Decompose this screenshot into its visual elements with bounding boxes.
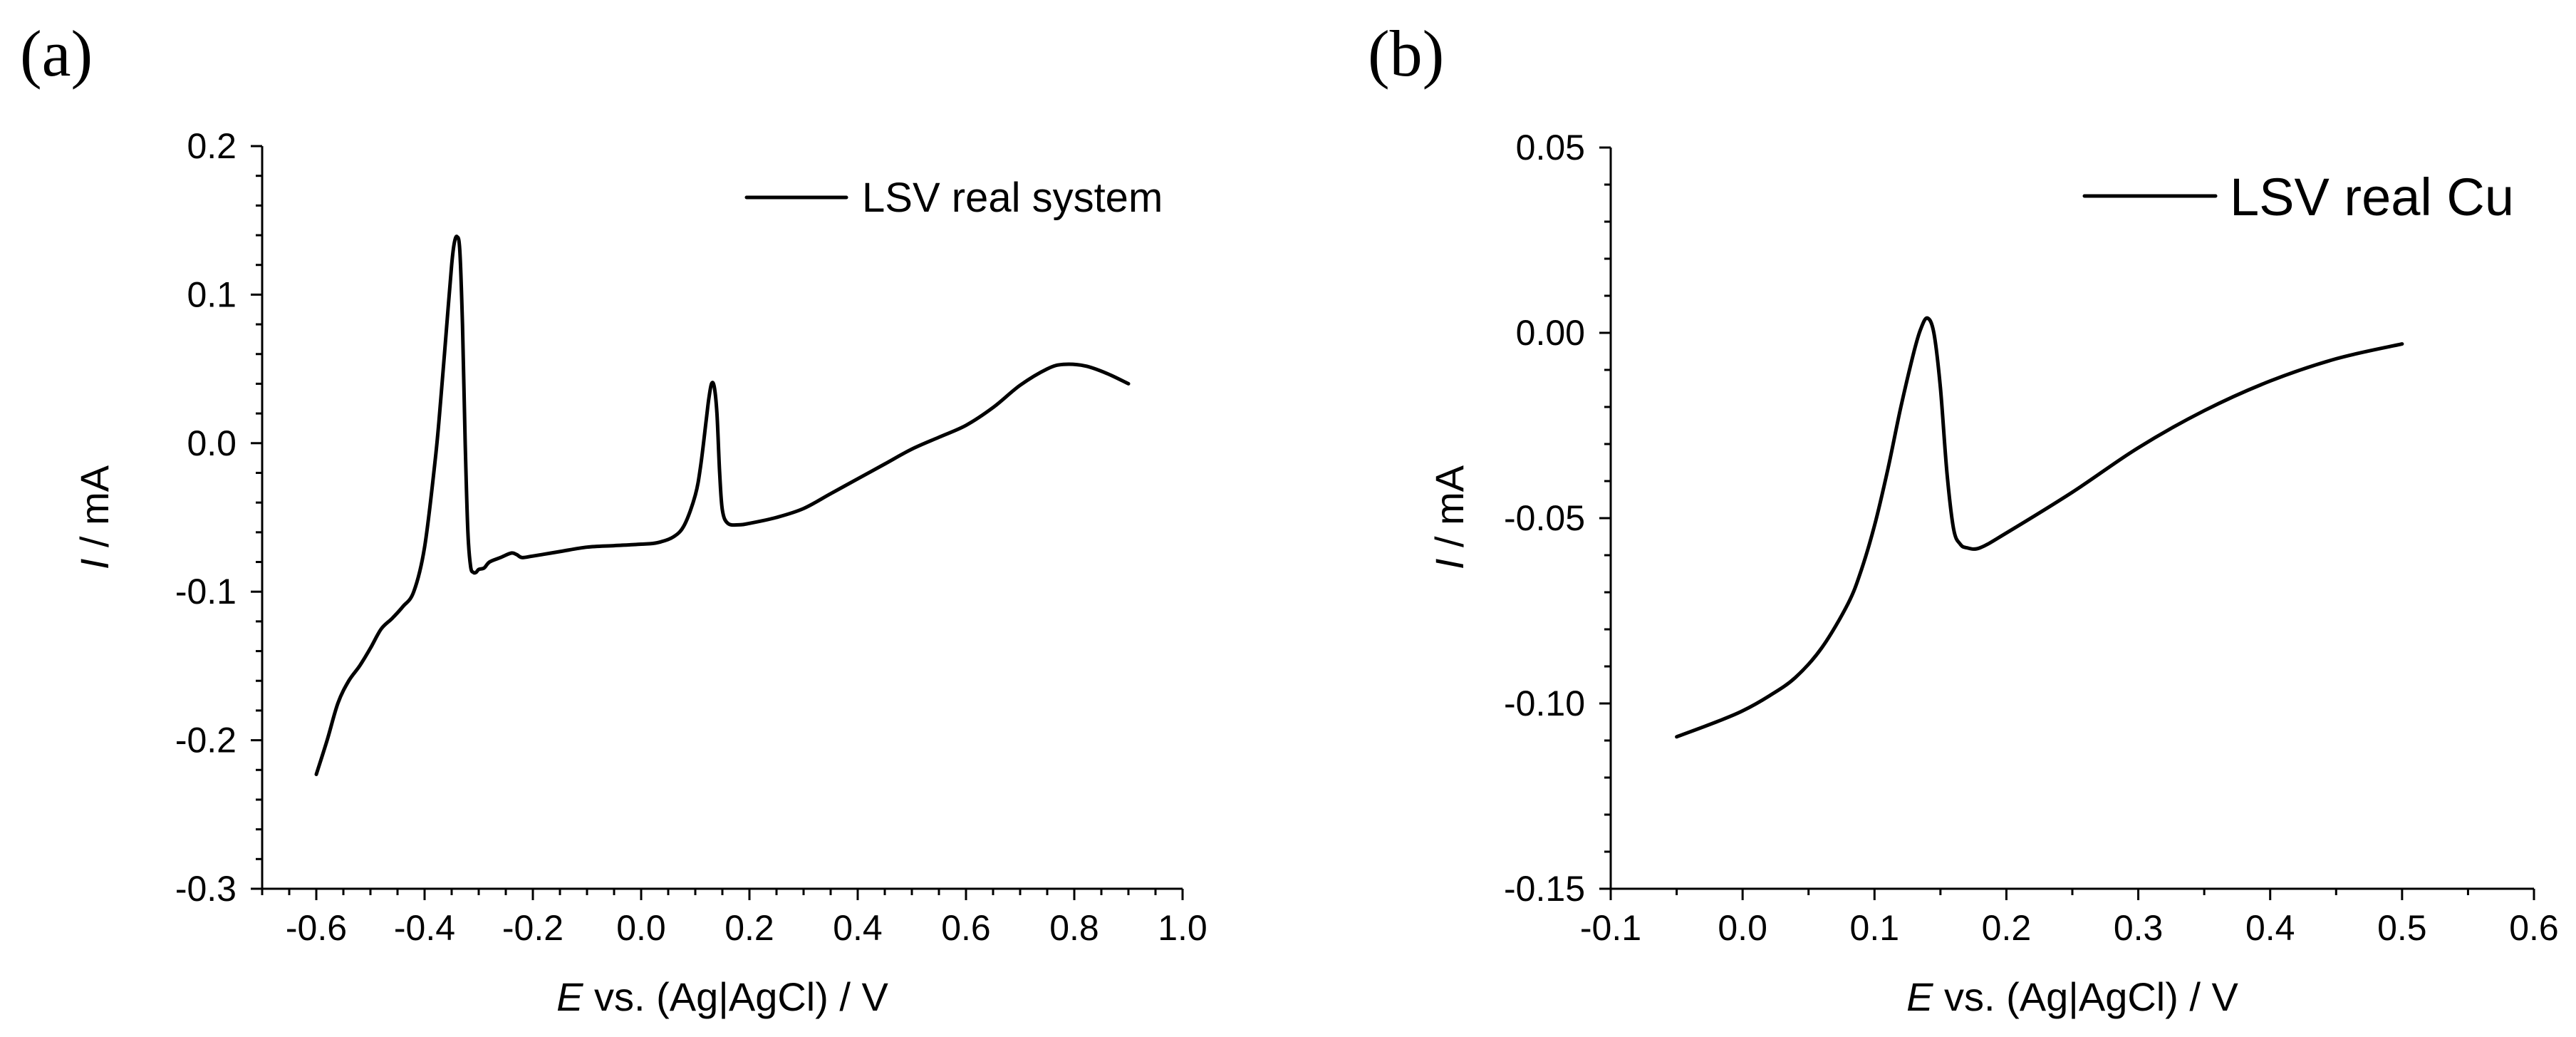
y-axis-title-symbol: I <box>72 559 117 570</box>
legend-label-a: LSV real system <box>862 175 1163 221</box>
y-tick-label: 0.0 <box>187 423 237 463</box>
legend-label-b: LSV real Cu <box>2230 167 2514 227</box>
x-tick-label: 0.2 <box>724 908 774 948</box>
x-axis-title-text: vs. (Ag|AgCl) / V <box>583 974 888 1019</box>
panel-label-b: (b) <box>1368 17 1444 90</box>
y-tick-label: -0.3 <box>175 869 237 909</box>
x-tick-label: 0.4 <box>2245 908 2295 948</box>
x-axis-title: E vs. (Ag|AgCl) / V <box>556 974 888 1019</box>
series-line-a-0 <box>314 234 1131 776</box>
y-tick-label: -0.1 <box>175 572 237 612</box>
panel-label-a: (a) <box>20 17 93 90</box>
y-axis-title: I / mA <box>1427 465 1472 569</box>
x-tick-label: -0.2 <box>502 908 564 948</box>
series-line-b-0 <box>1675 316 2404 739</box>
y-axis-title-text: / mA <box>1427 465 1472 558</box>
y-tick-label: -0.15 <box>1504 869 1585 909</box>
x-tick-label: 0.2 <box>1982 908 2032 948</box>
y-axis-title-text: / mA <box>72 465 117 558</box>
x-axis-title-symbol: E <box>556 974 583 1019</box>
x-tick-label: 0.6 <box>941 908 991 948</box>
y-axis-title: I / mA <box>72 465 117 569</box>
x-tick-label: 1.0 <box>1158 908 1208 948</box>
x-axis-title-symbol: E <box>1906 974 1933 1019</box>
x-tick-label: 0.1 <box>1850 908 1900 948</box>
y-tick-label: 0.00 <box>1516 313 1585 353</box>
x-tick-label: 0.4 <box>833 908 883 948</box>
x-tick-label: -0.1 <box>1580 908 1641 948</box>
y-tick-label: -0.2 <box>175 721 237 760</box>
x-axis-title: E vs. (Ag|AgCl) / V <box>1906 974 2238 1019</box>
y-tick-label: -0.10 <box>1504 683 1585 723</box>
x-tick-label: 0.6 <box>2509 908 2559 948</box>
x-tick-label: 0.5 <box>2377 908 2427 948</box>
x-tick-label: 0.0 <box>1718 908 1767 948</box>
y-tick-label: 0.05 <box>1516 128 1585 167</box>
y-axis-title-symbol: I <box>1427 559 1472 570</box>
x-tick-label: 0.3 <box>2114 908 2164 948</box>
y-tick-label: -0.05 <box>1504 498 1585 538</box>
chart-panel-b: (b) -0.1 0.0 0.1 0.2 0.3 0.4 0.5 0.6 0.05 0.00 -0.0… <box>1368 17 2559 1019</box>
x-tick-label: 0.8 <box>1049 908 1099 948</box>
y-tick-label: 0.2 <box>187 126 237 166</box>
x-tick-label: -0.6 <box>286 908 347 948</box>
y-tick-label: 0.1 <box>187 274 237 314</box>
x-tick-label: 0.0 <box>616 908 666 948</box>
x-axis-title-text: vs. (Ag|AgCl) / V <box>1933 974 2238 1019</box>
chart-panel-a: (a) -0.6 -0.4 -0.2 0.0 0.2 0.4 0.6 0.8 1.0 0.2 0.1 0… <box>20 17 1208 1019</box>
x-tick-label: -0.4 <box>394 908 455 948</box>
